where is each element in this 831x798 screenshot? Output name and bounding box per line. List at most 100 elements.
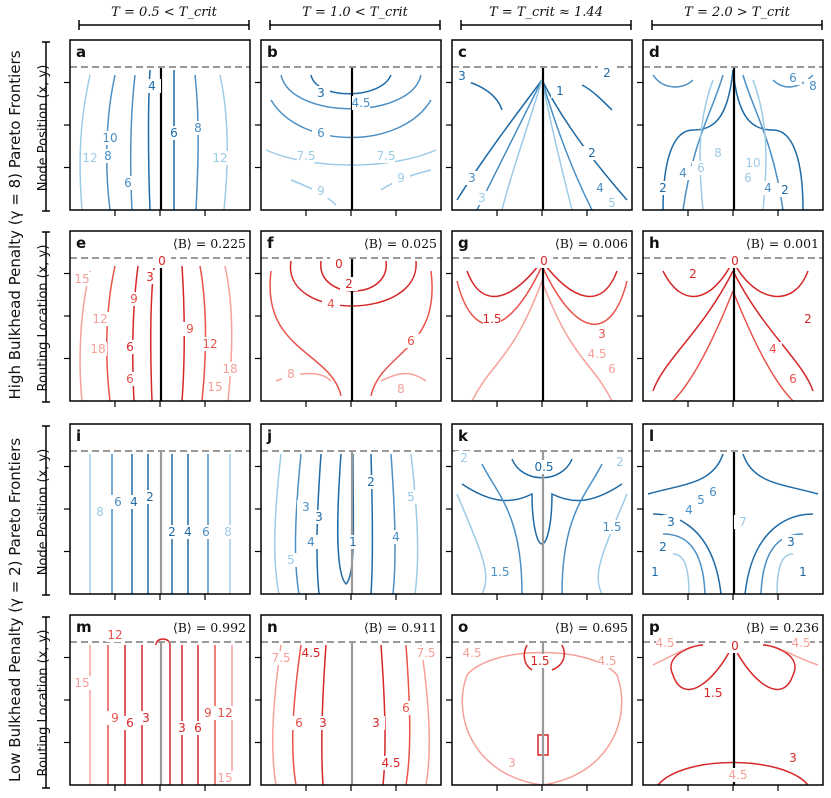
row-labels: High Bulkhead Penalty (γ = 8) Pareto Fro…: [6, 41, 51, 789]
panel-letter: m: [76, 618, 92, 636]
panel-letter: h: [649, 234, 660, 252]
contour-level-label: 3: [372, 716, 380, 730]
contour-line: [481, 463, 523, 594]
contour-level-label: 18: [222, 362, 237, 376]
contour-level-label: 15: [74, 676, 89, 690]
contour-level-label: 1.5: [703, 686, 722, 700]
contour-level-label: 4.5: [728, 768, 747, 782]
contour-line: [79, 270, 91, 401]
contour-line: [776, 553, 794, 594]
contour-line: [541, 79, 573, 210]
contour-line: [105, 265, 116, 401]
contour-line: [420, 644, 431, 785]
row-label-2: Routing Location (x, y): [36, 245, 51, 392]
contour-level-label: 8: [714, 146, 722, 160]
contour-line: [269, 270, 342, 397]
contour-line: [782, 649, 819, 666]
contour-level-label: 3: [458, 69, 466, 83]
contour-level-label: 6: [744, 171, 752, 185]
contour-level-label: 4: [392, 530, 400, 544]
contour-line: [732, 290, 794, 401]
contour-level-label: 12: [217, 706, 232, 720]
contour-line: [294, 453, 302, 594]
contour-level-label: 8: [96, 505, 104, 519]
contour-line: [310, 74, 392, 95]
contour-line: [742, 453, 819, 495]
bulkhead-value-label: ⟨B⟩ = 0.006: [555, 236, 628, 251]
contour-level-label: 0: [731, 254, 739, 268]
contour-level-label: 0: [158, 254, 166, 268]
bulkhead-value-label: ⟨B⟩ = 0.236: [746, 620, 819, 635]
contour-level-label: 1.5: [530, 654, 549, 668]
contour-line: [732, 644, 796, 691]
contour-level-label: 3: [478, 191, 486, 205]
contour-line: [541, 280, 613, 401]
bulkhead-value-label: ⟨B⟩ = 0.695: [555, 620, 628, 635]
contour-line: [271, 644, 282, 785]
contour-level-label: 3: [142, 711, 150, 725]
contour-line: [380, 372, 427, 382]
contour-level-label: 6: [126, 340, 134, 354]
contour-level-label: 6: [124, 176, 132, 190]
contour-level-label: 8: [104, 149, 112, 163]
contour-level-label: 0: [731, 639, 739, 653]
contour-level-label: 4.5: [301, 646, 320, 660]
contour-level-label: 4: [327, 297, 335, 311]
panel-letter: j: [266, 427, 272, 445]
contour-level-label: 9: [397, 171, 405, 185]
bulkhead-value-label: ⟨B⟩ = 0.992: [173, 620, 246, 635]
contour-line: [390, 453, 396, 594]
contour-line: [647, 453, 724, 495]
contour-level-label: 1.5: [490, 565, 509, 579]
contour-level-label: 6: [608, 362, 616, 376]
contour-level-label: 6: [126, 716, 134, 730]
column-header-3: T = T_crit ≈ 1.44: [460, 5, 632, 30]
contour-level-label: 7.5: [416, 646, 435, 660]
contour-line: [219, 74, 228, 210]
row-label-1: Node Position (x, y): [36, 65, 51, 192]
contour-level-label: 3: [468, 171, 476, 185]
contour-level-label: 3: [667, 515, 675, 529]
contour-level-label: 15: [74, 272, 89, 286]
panel-letter: k: [458, 427, 469, 445]
contour-level-label: 9: [204, 706, 212, 720]
contour-level-label: 18: [90, 342, 105, 356]
contour-level-label: 4: [184, 525, 192, 539]
contour-level-label: 9: [186, 322, 194, 336]
contour-level-label: 2: [659, 181, 667, 195]
contour-line: [336, 453, 355, 586]
contour-level-label: 1: [349, 535, 357, 549]
panel-g: 0 1.5 3 4.56 g ⟨B⟩ = 0.006: [446, 230, 633, 407]
panel-letter: g: [458, 234, 469, 252]
row-label-4: Routing Location (x, y): [36, 630, 51, 777]
contour-level-label: 1.5: [482, 312, 501, 326]
contour-line: [597, 493, 628, 594]
panel-letter: d: [649, 43, 660, 61]
contour-line: [732, 260, 809, 298]
contour-line: [224, 265, 233, 401]
column-label-4: T = 2.0 > T_crit: [684, 5, 790, 20]
contour-level-label: 4: [148, 79, 156, 93]
panel-letter: l: [649, 427, 654, 445]
row-label-3: Node Position (x, y): [36, 449, 51, 576]
contour-level-label: 4.5: [462, 646, 481, 660]
panel-letter: n: [267, 618, 278, 636]
contour-line: [537, 734, 549, 756]
bulkhead-value-label: ⟨B⟩ = 0.225: [173, 236, 246, 251]
contour-level-label: 1: [651, 565, 659, 579]
contour-level-label: 5: [608, 196, 616, 210]
contour-level-label: 5: [697, 493, 705, 507]
contour-line: [523, 644, 533, 671]
contour-line: [652, 649, 684, 666]
contour-line: [155, 638, 171, 785]
panel-letter: f: [267, 234, 274, 252]
contour-line: [772, 74, 814, 88]
panel-h: 0 2 2 4 6 h ⟨B⟩ = 0.001: [637, 230, 824, 407]
contour-line: [760, 533, 804, 594]
contour-line: [466, 260, 543, 298]
contour-level-label: 0: [335, 257, 343, 271]
